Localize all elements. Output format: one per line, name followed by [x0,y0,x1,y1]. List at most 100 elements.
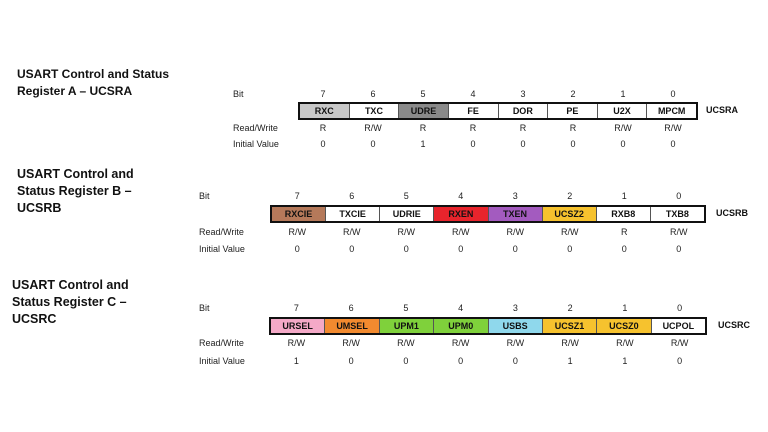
bit-number: 5 [403,191,409,201]
bit-cell-ucsz1: UCSZ1 [542,319,598,333]
row-label-init: Initial Value [199,244,245,254]
bit-number: 0 [670,89,676,99]
read-write-value: R/W [506,338,525,348]
initial-value: 0 [458,244,464,254]
initial-value: 1 [293,356,299,366]
bit-number: 1 [621,191,627,201]
register-title-line: Register A – UCSRA [17,84,133,98]
read-write-value: R [469,123,477,133]
read-write-value: R/W [614,123,632,133]
bit-number: 5 [420,89,426,99]
bit-number: 1 [620,89,626,99]
bit-cell-usbs: USBS [488,319,543,333]
read-write-value: R/W [451,338,470,348]
bit-number: 3 [512,303,518,313]
bit-cell-txen: TXEN [488,207,543,221]
read-write-value: R/W [664,123,682,133]
row-label-bit: Bit [233,89,244,99]
bit-number: 0 [676,191,682,201]
initial-value: 0 [676,244,682,254]
bit-number: 7 [320,89,326,99]
register-name: UCSRA [706,105,739,115]
read-write-value: R/W [670,338,689,348]
initial-value: 0 [349,244,355,254]
bit-cell-txcie: TXCIE [326,207,381,221]
bit-cell-fe: FE [448,104,499,118]
bit-number: 6 [370,89,376,99]
read-write-value: R/W [452,227,470,237]
bit-cell-udre: UDRE [399,104,449,118]
initial-value: 0 [403,356,409,366]
initial-value: 1 [622,356,628,366]
register-name: UCSRC [718,320,751,330]
row-label-rw: Read/Write [199,227,244,237]
read-write-value: R/W [561,338,579,348]
bit-cell-mpcm: MPCM [647,104,696,118]
bit-cell-txc: TXC [349,104,400,118]
bit-number: 2 [567,303,573,313]
bit-cell-pe: PE [548,104,598,118]
initial-value: 0 [370,139,376,149]
initial-value: 0 [320,139,326,149]
read-write-value: R [519,123,527,133]
read-write-value: R/W [561,227,579,237]
read-write-value: R/W [288,227,307,237]
read-write-value: R/W [343,227,361,237]
bit-number: 3 [512,191,518,201]
read-write-value: R/W [287,338,306,348]
bit-number: 7 [294,191,300,201]
initial-value: 0 [520,139,526,149]
initial-value: 0 [512,244,518,254]
register-title: USART Control and Status Register A – UCS… [17,66,169,100]
register-title: USART Control and Status Register B – UCSR… [17,166,134,217]
bit-number: 3 [520,89,526,99]
register-title: USART Control and Status Register C – UCSR… [12,277,129,328]
bit-cell-ucpol: UCPOL [651,319,705,333]
read-write-value: R/W [342,338,360,348]
register-box: RXCIE TXCIE UDRIE RXEN TXEN UCSZ2 RXB8 TXB8 [270,205,706,223]
read-write-value: R [319,123,327,133]
read-write-value: R [621,227,628,237]
read-write-value: R/W [397,338,415,348]
initial-value: 0 [670,139,676,149]
bit-cell-ucsz0: UCSZ0 [597,319,652,333]
bit-cell-u2x: U2X [597,104,648,118]
bit-number: 4 [470,89,476,99]
register-title-line: UCSRB [17,201,62,215]
row-label-rw: Read/Write [233,123,278,133]
bit-number: 2 [570,89,576,99]
initial-value: 0 [512,356,518,366]
bit-number: 5 [403,303,409,313]
initial-value: 0 [348,356,354,366]
bit-cell-rxb8: RXB8 [596,207,651,221]
bit-cell-txb8: TXB8 [650,207,704,221]
initial-value: 0 [621,244,627,254]
register-box: RXC TXC UDRE FE DOR PE U2X MPCM [298,102,698,120]
bit-cell-umsel: UMSEL [325,319,380,333]
read-write-value: R/W [506,227,525,237]
bit-number: 4 [458,191,464,201]
read-write-value: R/W [364,123,382,133]
row-label-init: Initial Value [199,356,245,366]
row-label-init: Initial Value [233,139,279,149]
bit-number: 2 [567,191,573,201]
bit-number: 6 [349,191,355,201]
bit-cell-rxcie: RXCIE [272,207,327,221]
register-title-line: USART Control and Status [17,67,169,81]
row-label-rw: Read/Write [199,338,244,348]
bit-number: 1 [622,303,628,313]
read-write-value: R [569,123,577,133]
initial-value: 1 [567,356,573,366]
row-label-bit: Bit [199,191,210,201]
bit-number: 6 [348,303,354,313]
read-write-value: R/W [397,227,416,237]
read-write-value: R [419,123,427,133]
initial-value: 0 [294,244,300,254]
bit-cell-rxc: RXC [300,104,350,118]
row-label-bit: Bit [199,303,210,313]
initial-value: 0 [677,356,683,366]
register-title-line: Status Register C – [12,295,127,309]
initial-value: 0 [403,244,409,254]
initial-value: 0 [620,139,626,149]
register-title-line: Status Register B – [17,184,132,198]
